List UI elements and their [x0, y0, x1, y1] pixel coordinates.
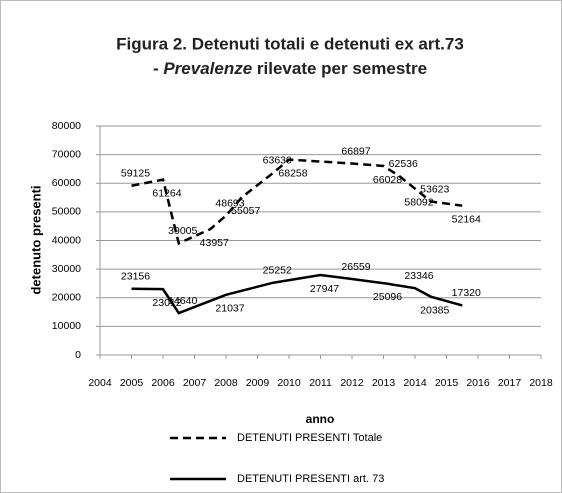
- data-label: 62536: [389, 158, 418, 170]
- y-tick-label: 50000: [52, 206, 81, 218]
- x-tick-label: 2010: [277, 377, 301, 389]
- series-line: [131, 273, 463, 315]
- data-label: 63630: [263, 155, 292, 167]
- x-tick-label: 2015: [435, 377, 459, 389]
- y-tick-label: 20000: [52, 292, 81, 304]
- x-tick-label: 2011: [309, 377, 332, 389]
- y-tick-label: 60000: [52, 177, 81, 189]
- x-tick-label: 2006: [151, 377, 175, 389]
- x-tick-label: 2012: [340, 377, 364, 389]
- data-label: 14640: [168, 295, 197, 307]
- data-label: 20385: [420, 304, 449, 316]
- legend-label: DETENUTI PRESENTI art. 73: [237, 473, 384, 485]
- x-tick-label: 2008: [214, 377, 238, 389]
- y-tick-label: 30000: [52, 263, 81, 275]
- data-label: 23156: [121, 270, 150, 282]
- data-label: 17320: [452, 287, 481, 299]
- data-label: 66028: [373, 174, 402, 186]
- y-axis-label: detenuto presenti: [28, 185, 43, 294]
- x-tick-label: 2018: [529, 377, 553, 389]
- x-tick-label: 2005: [120, 377, 144, 389]
- chart-subtitle: - Prevalenze rilevate per semestre: [153, 59, 427, 78]
- y-tick-label: 80000: [52, 120, 81, 132]
- data-label: 53623: [420, 183, 449, 195]
- data-label: 66897: [341, 145, 370, 157]
- x-tick-label: 2009: [246, 377, 270, 389]
- data-label: 27947: [310, 283, 339, 295]
- data-label: 52164: [452, 213, 481, 225]
- data-label: 39005: [168, 225, 197, 237]
- data-label: 21037: [215, 303, 244, 315]
- x-tick-label: 2007: [183, 377, 207, 389]
- data-label: 23012: [152, 297, 181, 309]
- x-tick-label: 2014: [403, 377, 427, 389]
- subtitle-part: Prevalenze: [163, 59, 252, 78]
- data-label: 68258: [278, 167, 307, 179]
- subtitle-part: rilevate per semestre: [252, 59, 427, 78]
- data-label: 25252: [263, 264, 292, 276]
- y-tick-label: 0: [75, 349, 81, 361]
- data-label: 55057: [231, 205, 260, 217]
- data-label: 48693: [215, 197, 244, 209]
- x-tick-label: 2013: [372, 377, 396, 389]
- chart-title: Figura 2. Detenuti totali e detenuti ex …: [116, 34, 464, 53]
- data-label: 58092: [404, 196, 433, 208]
- x-tick-label: 2004: [88, 377, 112, 389]
- x-tick-label: 2017: [498, 377, 522, 389]
- x-tick-label: 2016: [466, 377, 490, 389]
- data-label: 25096: [373, 291, 402, 303]
- data-label: 61264: [152, 187, 181, 199]
- y-tick-label: 70000: [52, 148, 81, 160]
- data-label: 59125: [121, 168, 150, 180]
- y-tick-label: 40000: [52, 234, 81, 246]
- series-line: [131, 158, 463, 246]
- subtitle-part: -: [153, 59, 163, 78]
- data-label: 43957: [200, 237, 229, 249]
- data-label: 26559: [341, 261, 370, 273]
- x-axis-label: anno: [306, 412, 335, 426]
- legend-label: DETENUTI PRESENTI Totale: [237, 432, 382, 444]
- y-tick-label: 10000: [52, 320, 81, 332]
- data-label: 23346: [404, 270, 433, 282]
